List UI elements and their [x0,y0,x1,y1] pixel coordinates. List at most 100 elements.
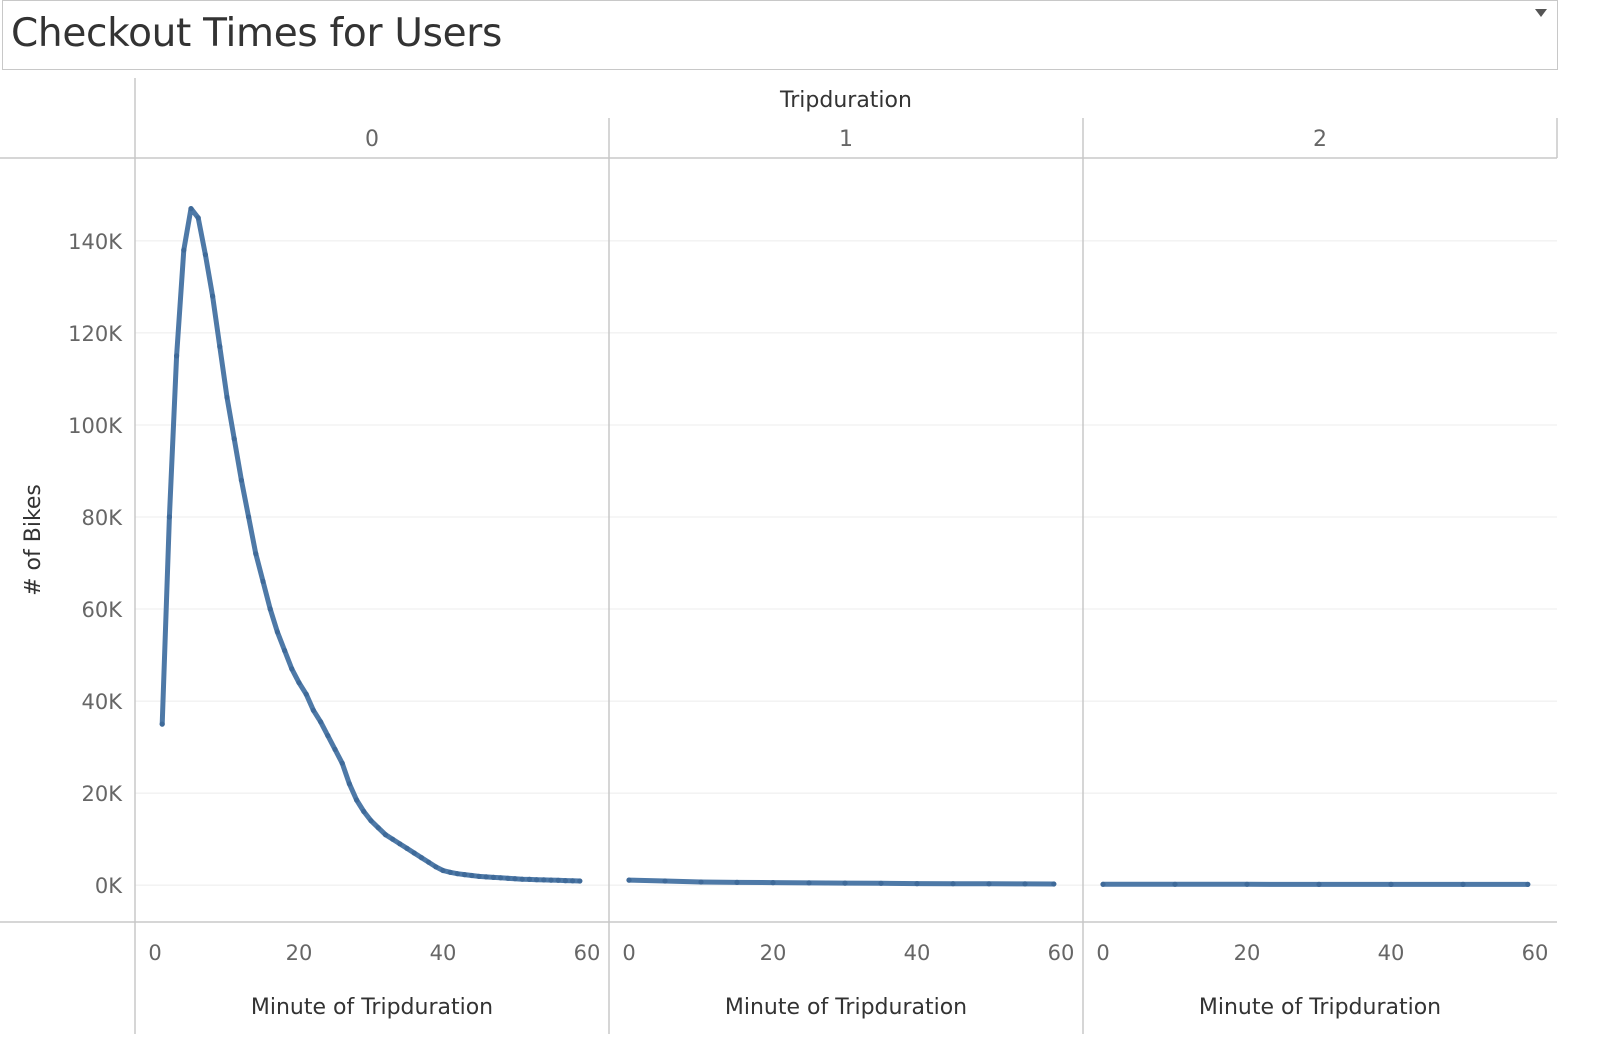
data-point [512,876,518,882]
data-point [914,881,920,887]
x-tick-label: 40 [1378,941,1405,965]
data-point [1388,881,1394,888]
data-point [418,855,424,861]
column-header-label: Tripduration [779,88,912,113]
data-point [375,825,381,831]
data-point [224,394,230,400]
x-axis-label-1: Minute of Tripduration [725,995,967,1020]
data-point [390,836,396,842]
data-point [626,877,632,883]
dropdown-arrow-icon[interactable] [1535,9,1547,17]
data-point [411,850,417,856]
data-point [310,707,316,713]
data-point [1525,881,1531,888]
data-point [332,746,338,753]
data-point [1460,881,1466,888]
y-tick-label: 40K [82,690,124,714]
data-point [734,879,740,886]
series-line-panel-0 [159,206,583,884]
data-point [1022,881,1028,887]
data-point [950,881,956,887]
data-point [483,874,489,880]
x-tick-label: 20 [1234,941,1261,965]
data-point [296,680,302,686]
x-tick-label: 0 [622,941,635,965]
x-tick-label: 60 [574,941,601,965]
data-point [1100,881,1106,887]
data-point [217,344,223,350]
data-point [806,880,812,886]
data-point [505,875,511,881]
data-point [469,872,475,879]
data-point [555,877,561,883]
data-point [462,872,468,878]
data-point [498,875,504,881]
y-axis-label: # of Bikes [21,484,46,596]
data-point [231,436,237,442]
data-point [253,551,259,557]
data-point [770,880,776,886]
data-point [303,691,309,697]
x-tick-label: 20 [286,941,313,965]
x-tick-label: 0 [1096,941,1109,965]
data-point [562,878,569,884]
data-point [397,841,403,847]
data-point [188,206,194,212]
data-point [698,879,704,885]
data-point [246,514,252,520]
data-point [1051,881,1057,887]
panel-label-1: 1 [839,127,853,152]
chart-title: Checkout Times for Users [11,11,503,56]
data-point [289,666,295,672]
data-point [404,845,410,852]
data-point [541,877,547,883]
data-point [361,808,367,815]
data-point [577,878,583,884]
data-point [1316,881,1322,888]
y-tick-label: 140K [68,230,123,254]
data-point [519,876,525,882]
y-tick-label: 120K [68,322,123,346]
y-tick-label: 0K [95,874,123,898]
data-point [662,878,668,884]
data-point [570,878,576,884]
data-point [548,877,554,883]
x-tick-label: 40 [904,941,931,965]
data-point [534,877,540,883]
y-tick-label: 20K [82,782,124,806]
x-tick-label: 0 [148,941,161,965]
data-point [166,514,172,520]
data-point [878,880,884,886]
data-point [238,477,244,483]
title-box: Checkout Times for Users [2,0,1558,70]
data-point [440,867,446,874]
data-point [433,864,439,870]
x-axis-label-0: Minute of Tripduration [251,995,493,1020]
x-tick-label: 40 [430,941,457,965]
y-tick-label: 60K [82,598,124,622]
x-tick-label: 20 [760,941,787,965]
data-point [210,293,216,299]
data-point [181,247,187,253]
data-point [346,781,352,787]
data-point [282,647,288,654]
data-point [159,721,165,727]
data-point [1244,881,1250,887]
data-point [382,832,388,838]
x-axis-label-2: Minute of Tripduration [1199,995,1441,1020]
data-point [986,881,992,887]
panel-label-0: 0 [365,127,379,152]
data-point [454,871,460,877]
data-point [476,873,482,880]
data-point [1172,881,1178,887]
data-point [842,880,848,886]
x-tick-label: 60 [1522,941,1549,965]
data-point [339,760,345,766]
data-point [267,606,273,612]
y-tick-label: 100K [68,414,123,438]
data-point [195,215,201,221]
data-point [526,876,533,883]
data-point [325,733,331,739]
data-point [202,252,208,258]
